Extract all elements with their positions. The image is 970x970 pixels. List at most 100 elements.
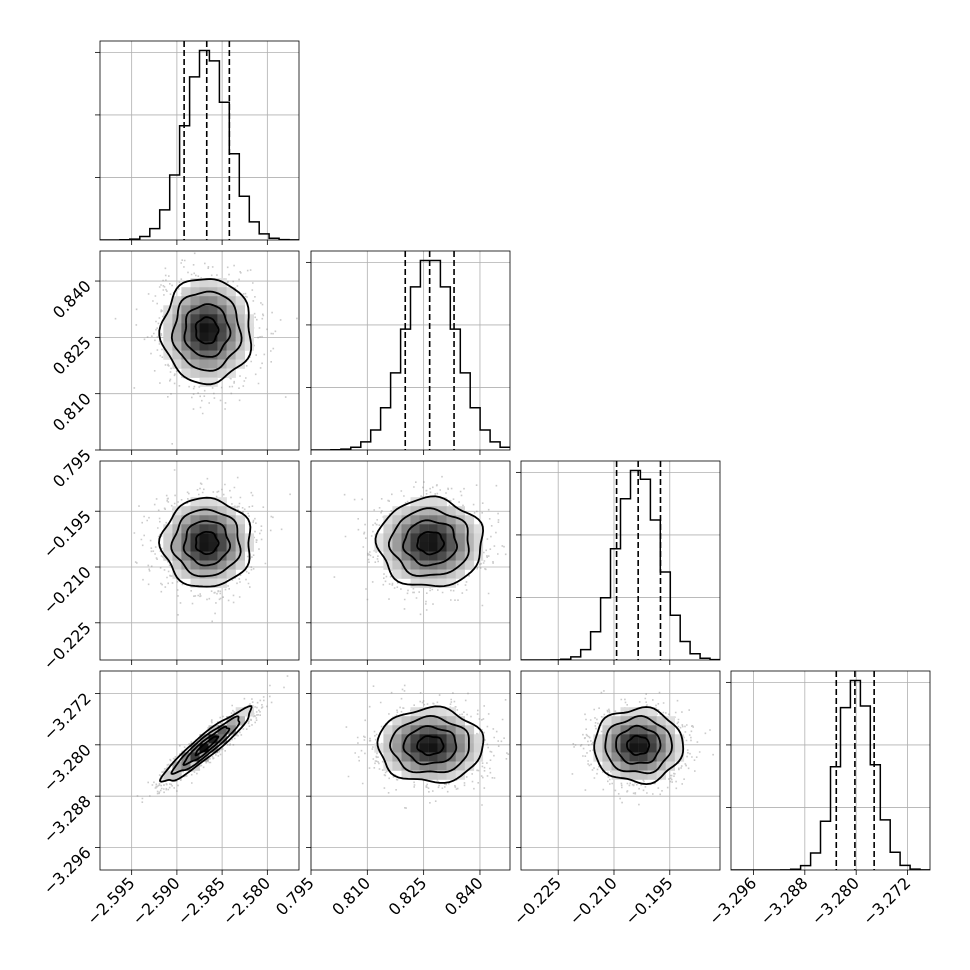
axes-frame [310,670,511,871]
contour-3 [170,715,241,775]
density-cell [172,296,182,306]
density-cell [217,506,227,516]
x-tick-label: −3.288 [756,873,811,928]
density-cell [163,323,173,333]
density-cell [226,287,236,297]
contour-1 [416,530,446,556]
density-cell [235,524,245,534]
density-cell [172,560,182,570]
density-cell [455,542,465,552]
density-cell [199,296,209,306]
density-cell [665,725,675,735]
density-cell [217,725,227,735]
density-cell [428,506,438,516]
density-cell [473,524,484,534]
density-cell [374,542,384,552]
density-cell [208,734,218,744]
hist-panel-2 [516,460,721,665]
density-cell [656,761,666,771]
density-cell [428,743,438,753]
density-cell [428,515,438,525]
density-cell [401,524,411,534]
density-cell [163,314,173,324]
density-cell [199,515,209,525]
density-cell [190,578,200,588]
density-cell [383,542,393,552]
density-cell [401,770,411,780]
density-cell [374,533,384,543]
density-cell [401,560,411,570]
density-cell [446,770,456,780]
density-cell [235,350,245,360]
density-cell [217,350,227,360]
density-cell [428,734,438,744]
density-cell [410,725,420,735]
contour-4 [374,495,485,588]
density-cell [181,524,191,534]
density-cell [383,533,393,543]
density-cell [217,569,227,579]
y-tick-label: −0.225 [40,618,95,673]
density-cell [235,716,245,726]
density-cell [674,752,685,762]
density-cell [199,524,209,534]
scatter-panel-3-2: −0.225 −0.210 −0.195 [510,670,721,929]
density-cell [235,323,245,333]
density-cell [611,752,621,762]
density-cell [419,506,429,516]
density-cell [419,533,429,543]
density-cell [217,551,227,561]
density-cell [226,542,236,552]
x-tick-label: 0.825 [385,873,431,919]
density-cell [473,752,484,762]
density-cell [419,578,429,588]
x-tick-label: −2.580 [219,873,274,928]
y-tick-label: −3.288 [40,792,95,847]
density-cell [181,506,191,516]
density-cell [208,359,218,369]
y-tick-label: 0.810 [49,389,95,435]
density-cell [226,305,236,315]
density-cell [392,734,402,744]
density-cell [226,314,236,324]
x-tick-label: −3.296 [705,873,760,928]
density-cell [446,542,456,552]
density-cell [647,734,657,744]
density-cell [446,560,456,570]
scatter-panel-3-1: 0.795 0.810 0.825 0.840 [272,670,511,919]
density-cell [181,305,191,315]
density-cell [401,569,411,579]
density-cell [419,725,429,735]
axes-frame [99,460,300,661]
density-cell [656,743,666,753]
density-cell [208,542,218,552]
density-cell [464,515,475,525]
density-cell [419,497,429,507]
density-cell [199,278,209,288]
density-cell [226,359,236,369]
density-cell [217,314,227,324]
x-tick-label: 0.810 [328,873,374,919]
contour-2 [615,724,662,765]
y-tick-label: −0.195 [40,507,95,562]
density-cell [208,278,218,288]
density-cell [181,761,191,771]
histogram-1 [311,259,510,450]
density-cell [455,761,465,771]
density-cell [620,770,630,780]
density-cell [464,752,475,762]
density-cell [217,296,227,306]
scatter-panel-2-0: −0.225−0.210−0.195 [40,460,300,674]
density-cell [446,761,456,771]
density-cell [602,743,612,753]
density-cell [401,743,411,753]
density-cell [611,716,621,726]
density-cell [446,524,456,534]
density-cell [419,761,429,771]
density-cell [428,533,438,543]
density-cell [437,560,447,570]
density-cell [656,752,666,762]
density-cell [181,515,191,525]
density-cell [455,569,465,579]
density-cell [593,752,603,762]
